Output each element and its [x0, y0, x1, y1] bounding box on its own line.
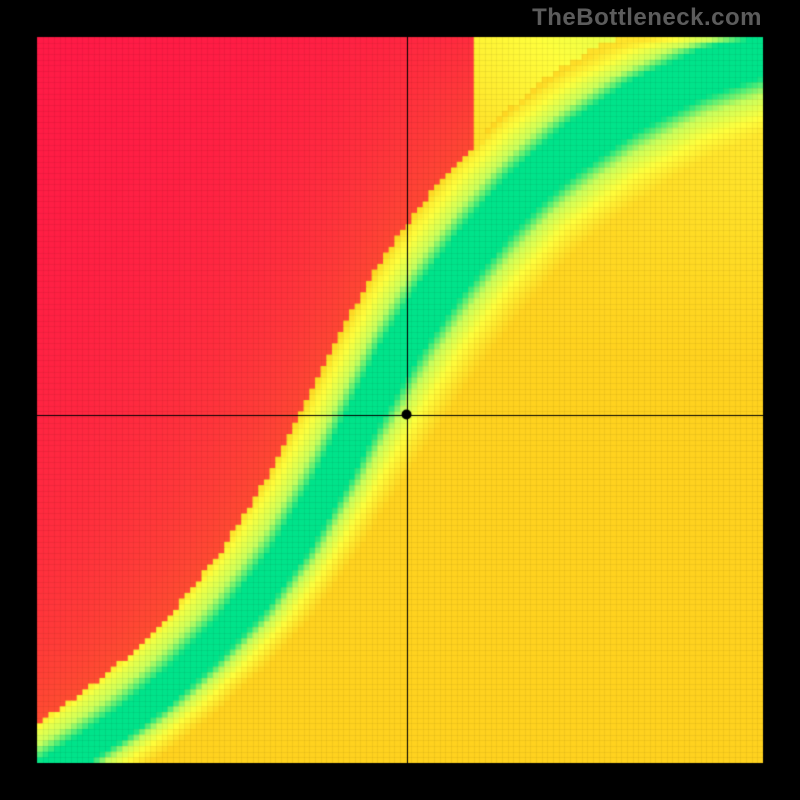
bottleneck-heatmap-canvas — [0, 0, 800, 800]
watermark-text: TheBottleneck.com — [532, 4, 762, 32]
chart-frame: TheBottleneck.com — [0, 0, 800, 800]
